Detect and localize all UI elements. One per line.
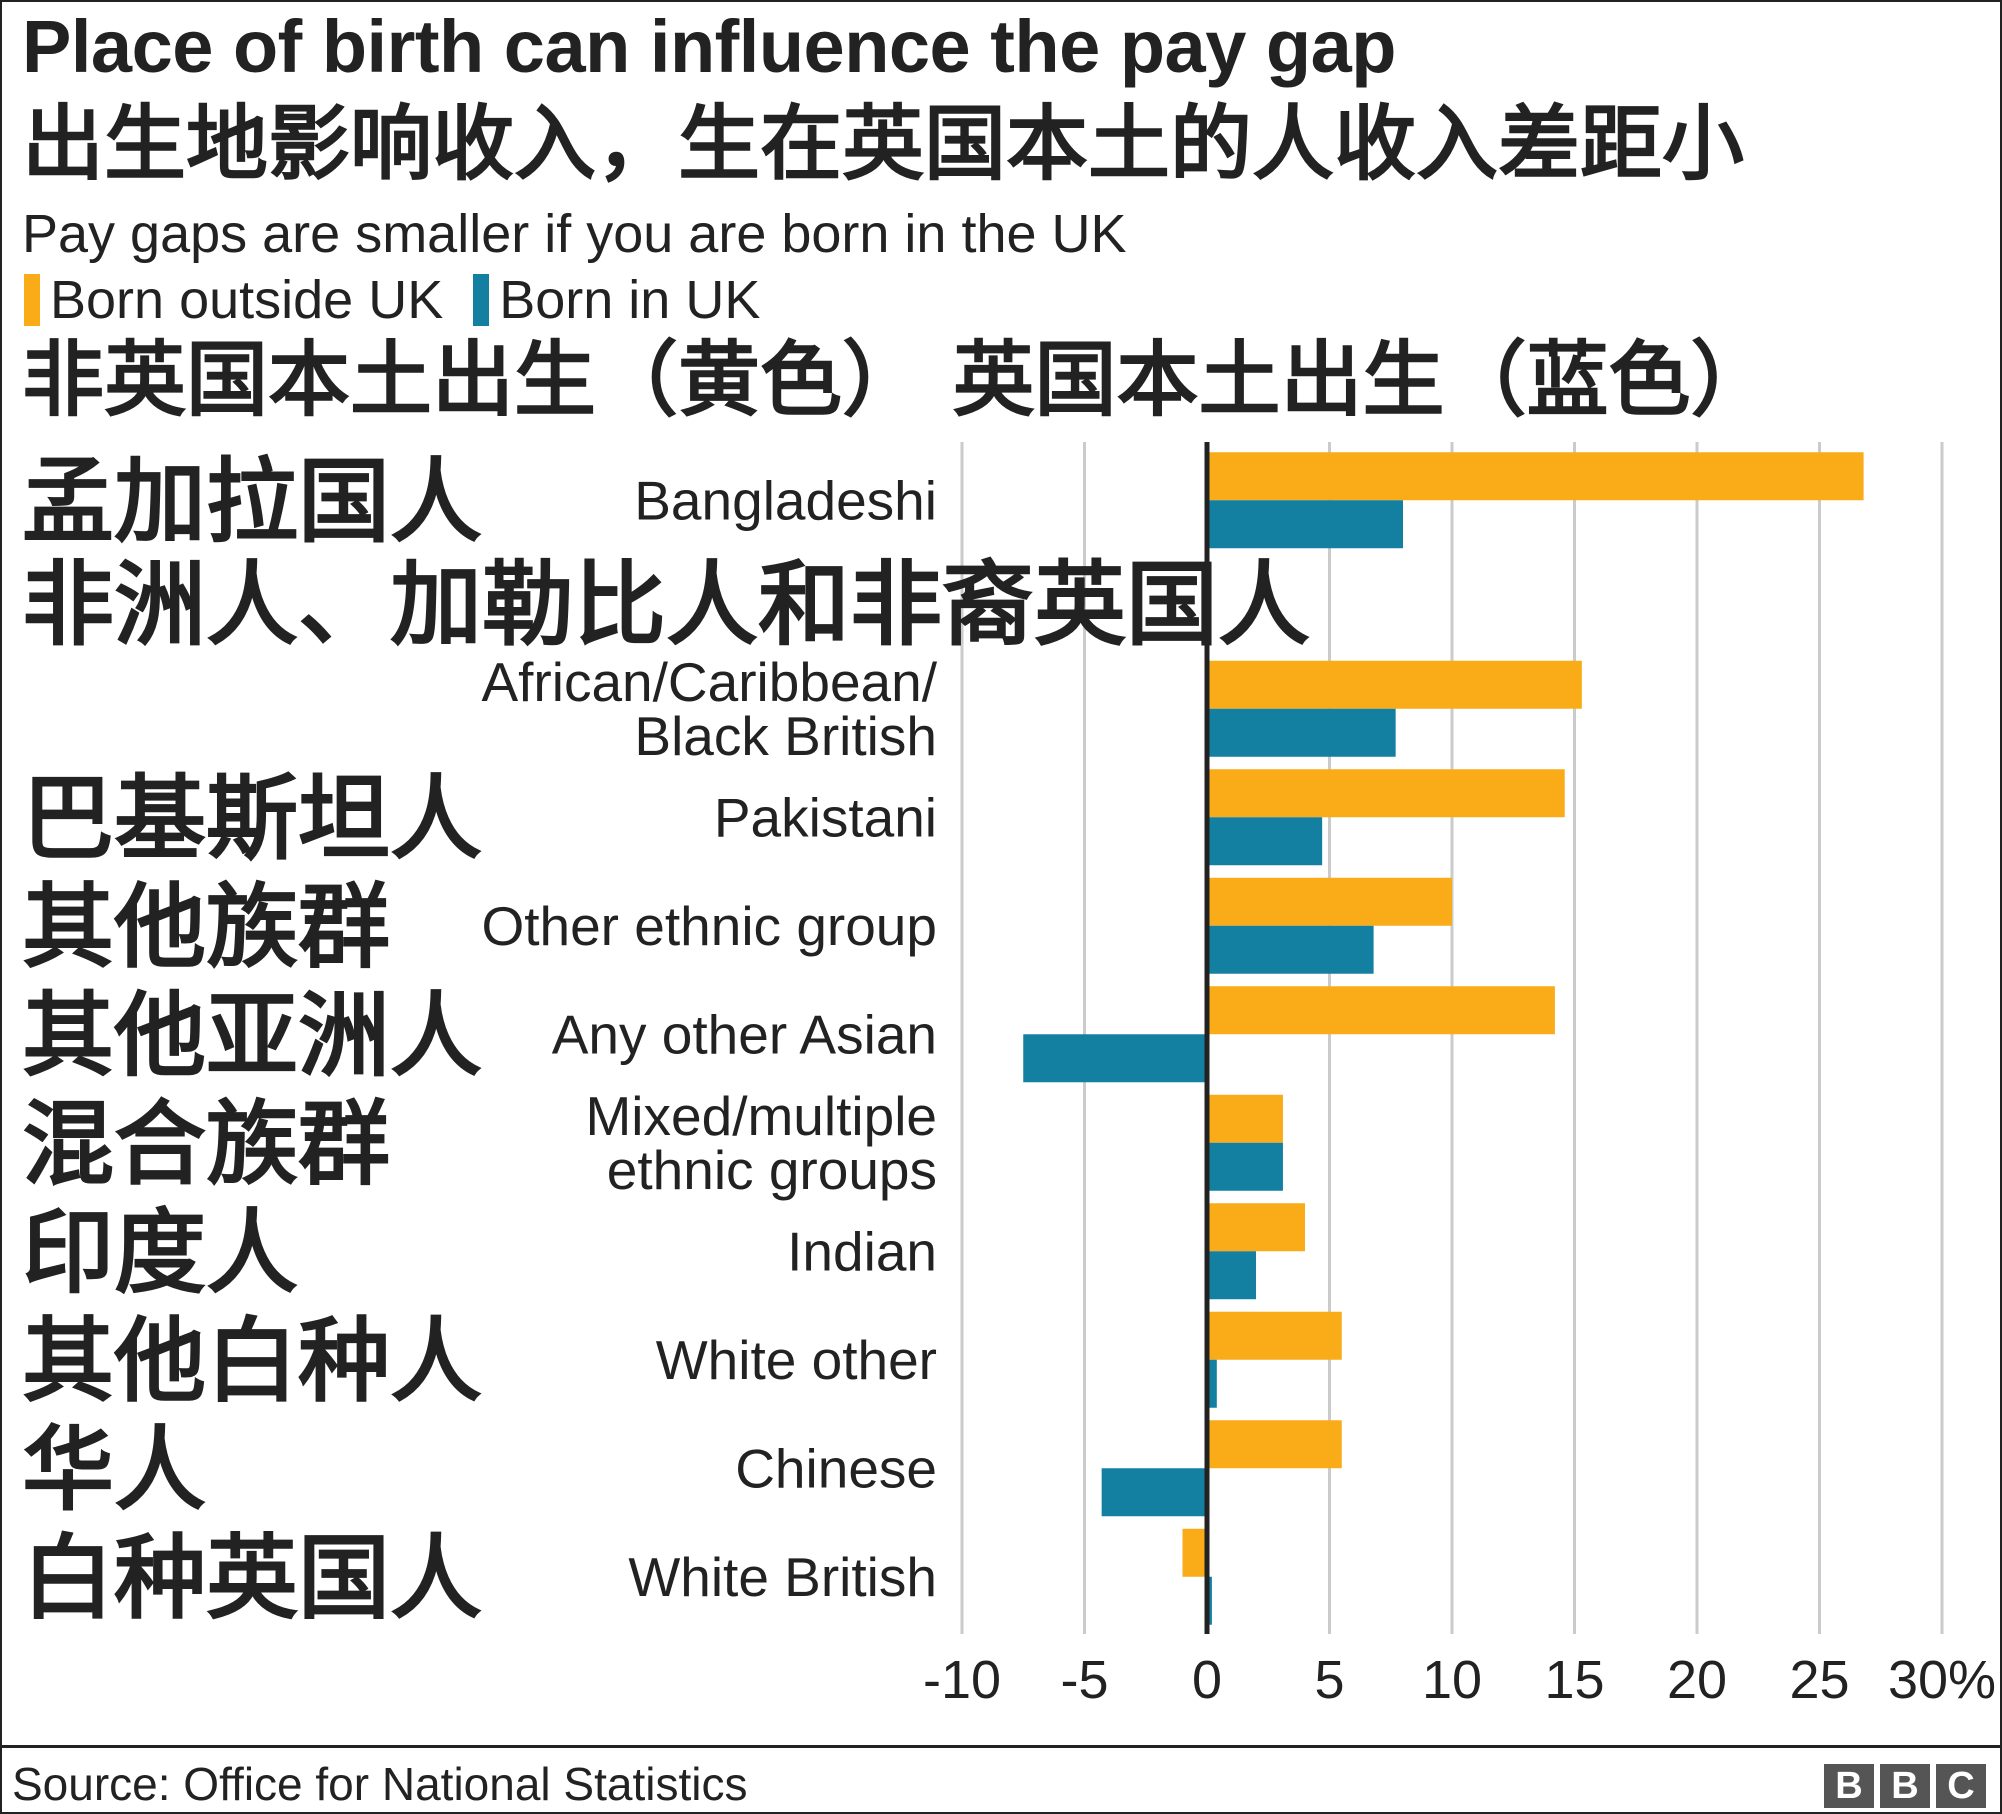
x-tick-label: -10 <box>923 1650 1001 1710</box>
chart-title: Place of birth can influence the pay gap <box>22 5 1396 88</box>
bar-born-outside-uk <box>1207 986 1555 1035</box>
bar-chart: -10 -5 0 5 10 15 20 25 30% 孟加拉国人 Bangladeshi 非洲人、加勒… <box>22 442 1996 1710</box>
logo-letter: B <box>1824 1764 1874 1808</box>
logo-letter: B <box>1880 1764 1930 1808</box>
y-category-label-chinese: 混合族群 <box>22 1091 390 1198</box>
bar-born-in-uk <box>1023 1034 1207 1083</box>
bar-born-in-uk <box>1207 500 1403 549</box>
logo-letter: C <box>1936 1764 1986 1808</box>
y-category-label-line: Black British <box>634 705 937 767</box>
source-note: Source: Office for National Statistics <box>12 1758 748 1810</box>
y-category-label-chinese: 孟加拉国人 <box>22 448 482 555</box>
x-tick-label: 20 <box>1667 1650 1727 1710</box>
legend-label-inside: Born in UK <box>499 270 761 330</box>
bar-born-in-uk <box>1207 1142 1283 1191</box>
bar-born-outside-uk <box>1207 1203 1305 1252</box>
legend-label-outside: Born outside UK <box>50 270 444 330</box>
x-tick-label: 0 <box>1192 1650 1222 1710</box>
x-tick-label: 5 <box>1314 1650 1344 1710</box>
x-tick-label: 25 <box>1789 1650 1849 1710</box>
y-category-label: Mixed/multiple ethnic groups <box>585 1085 937 1201</box>
bar-born-outside-uk <box>1207 660 1582 709</box>
bar-born-outside-uk <box>1207 1311 1342 1360</box>
bar-born-outside-uk <box>1182 1528 1207 1577</box>
y-category-label: White British <box>628 1546 937 1608</box>
y-category-label-chinese: 其他白种人 <box>22 1308 482 1415</box>
y-category-label-line: ethnic groups <box>607 1139 937 1201</box>
bar-born-in-uk <box>1207 817 1323 866</box>
y-category-label: Bangladeshi <box>634 469 937 531</box>
y-category-label: White other <box>656 1329 937 1391</box>
bar-born-outside-uk <box>1207 1094 1283 1143</box>
legend: Born outside UK Born in UK <box>24 272 760 329</box>
x-tick-label: -5 <box>1060 1650 1108 1710</box>
y-category-label-chinese: 非洲人、加勒比人和非裔英国人 <box>22 552 1310 659</box>
y-category-label: Pakistani <box>714 786 937 848</box>
legend-swatch-outside <box>24 274 40 327</box>
bar-born-outside-uk <box>1207 452 1864 501</box>
x-tick-label: 15 <box>1544 1650 1604 1710</box>
chinese-title: 出生地影响收入，生在英国本土的人收入差距小 <box>22 97 1745 192</box>
y-category-label: Any other Asian <box>552 1003 937 1065</box>
bar-born-outside-uk <box>1207 1420 1342 1469</box>
bbc-logo: B B C <box>1824 1764 1986 1808</box>
bar-born-in-uk <box>1207 1251 1256 1300</box>
y-category-label-chinese: 华人 <box>22 1416 206 1523</box>
bar-born-outside-uk <box>1207 769 1565 818</box>
bar-born-in-uk <box>1207 925 1374 974</box>
y-category-label-line: Mixed/multiple <box>585 1085 937 1147</box>
y-category-label-chinese: 其他族群 <box>22 874 390 981</box>
legend-swatch-inside <box>473 274 490 327</box>
bar-born-in-uk <box>1207 1359 1217 1408</box>
footer-divider <box>2 1745 2000 1748</box>
bar-born-outside-uk <box>1207 877 1452 926</box>
x-tick-label: 30% <box>1888 1650 1996 1710</box>
y-category-label: African/Caribbean/Black British <box>481 651 937 767</box>
y-category-label: Indian <box>787 1220 937 1282</box>
y-category-label-chinese: 白种英国人 <box>22 1525 482 1632</box>
bar-born-in-uk <box>1207 708 1396 757</box>
y-category-label-line: African/Caribbean/ <box>481 651 937 713</box>
y-category-label: Other ethnic group <box>481 895 937 957</box>
chinese-legend: 非英国本土出生（黄色） 英国本土出生（蓝色） <box>22 333 1773 428</box>
y-category-label-chinese: 其他亚洲人 <box>22 982 482 1089</box>
y-category-label: Chinese <box>735 1437 937 1499</box>
y-category-label-chinese: 印度人 <box>22 1199 298 1306</box>
y-category-label-chinese: 巴基斯坦人 <box>22 765 482 872</box>
bar-born-in-uk <box>1101 1468 1207 1517</box>
chart-subtitle: Pay gaps are smaller if you are born in … <box>22 204 1127 264</box>
x-tick-label: 10 <box>1422 1650 1482 1710</box>
